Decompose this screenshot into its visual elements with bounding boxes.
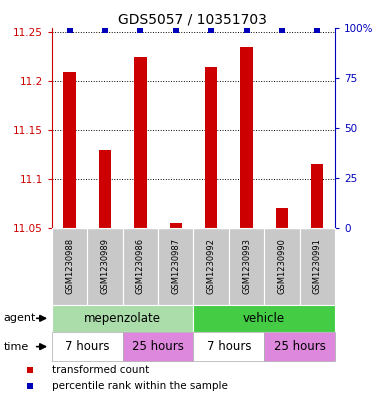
Text: GSM1230992: GSM1230992 — [207, 238, 216, 294]
Bar — [134, 57, 147, 228]
Text: 25 hours: 25 hours — [274, 340, 325, 353]
Text: GSM1230988: GSM1230988 — [65, 238, 74, 294]
Text: mepenzolate: mepenzolate — [84, 312, 161, 325]
Text: GSM1230989: GSM1230989 — [100, 238, 110, 294]
Bar — [205, 67, 218, 228]
Text: 25 hours: 25 hours — [132, 340, 184, 353]
Text: vehicle: vehicle — [243, 312, 285, 325]
Bar — [193, 305, 335, 332]
Bar — [240, 47, 253, 228]
Bar — [193, 228, 229, 305]
Text: transformed count: transformed count — [52, 365, 150, 375]
Bar — [52, 228, 87, 305]
Text: agent: agent — [4, 313, 36, 323]
Bar — [52, 332, 123, 361]
Bar — [64, 72, 76, 228]
Text: GDS5057 / 10351703: GDS5057 / 10351703 — [118, 13, 267, 27]
Bar — [52, 305, 193, 332]
Bar — [229, 228, 264, 305]
Text: GSM1230986: GSM1230986 — [136, 238, 145, 294]
Text: GSM1230987: GSM1230987 — [171, 238, 180, 294]
Text: 7 hours: 7 hours — [65, 340, 110, 353]
Bar — [311, 164, 323, 228]
Bar — [300, 228, 335, 305]
Bar — [158, 228, 193, 305]
Bar — [87, 228, 123, 305]
Bar — [276, 208, 288, 228]
Bar — [264, 228, 300, 305]
Text: GSM1230990: GSM1230990 — [277, 238, 286, 294]
Text: 7 hours: 7 hours — [207, 340, 251, 353]
Text: GSM1230993: GSM1230993 — [242, 238, 251, 294]
Bar — [123, 332, 193, 361]
Text: percentile rank within the sample: percentile rank within the sample — [52, 381, 228, 391]
Bar — [99, 150, 111, 228]
Bar — [264, 332, 335, 361]
Bar — [169, 223, 182, 228]
Text: time: time — [4, 342, 29, 352]
Bar — [123, 228, 158, 305]
Text: GSM1230991: GSM1230991 — [313, 238, 322, 294]
Bar — [193, 332, 264, 361]
